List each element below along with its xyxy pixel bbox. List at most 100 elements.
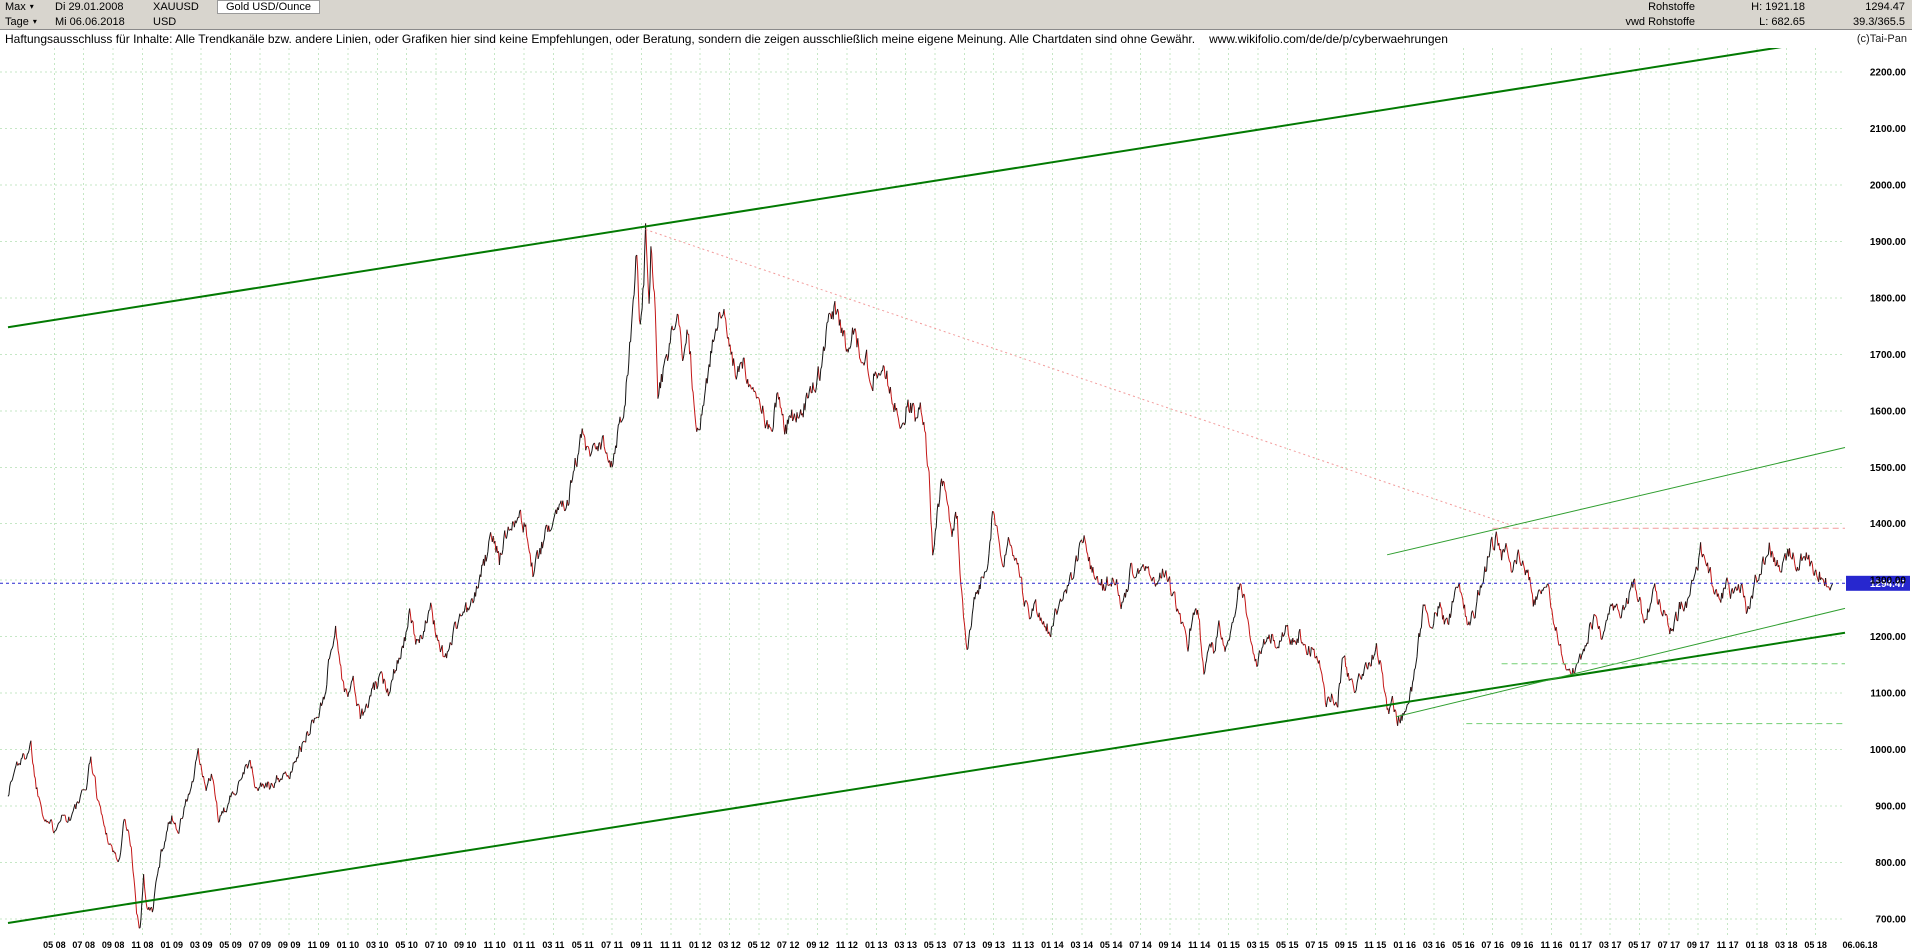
- x-tick-label: 07 10: [425, 940, 448, 950]
- x-tick-label: 11 08: [131, 940, 153, 950]
- period-dropdown[interactable]: Tage ▾: [5, 16, 45, 28]
- y-tick-label: 1700.00: [1870, 350, 1907, 361]
- y-tick-label: 1200.00: [1870, 632, 1907, 643]
- x-tick-label: 05 18: [1804, 940, 1827, 950]
- x-tick-label: 07 11: [601, 940, 623, 950]
- x-tick-label: 05 12: [748, 940, 771, 950]
- x-tick-label: 05 10: [395, 940, 418, 950]
- x-tick-label: 11 09: [308, 940, 330, 950]
- x-tick-label: 01 11: [513, 940, 535, 950]
- x-tick-label: 11 10: [484, 940, 506, 950]
- y-tick-label: 2200.00: [1870, 68, 1907, 79]
- x-tick-label: 03 13: [894, 940, 917, 950]
- channel-upper: [7, 36, 1846, 329]
- x-tick-label: 07 08: [72, 940, 95, 950]
- x-tick-label: 11 12: [836, 940, 858, 950]
- period-low-label: L: 682.65: [1759, 15, 1805, 28]
- x-tick-label: 05 14: [1100, 940, 1123, 950]
- x-tick-label: 01 17: [1570, 940, 1593, 950]
- x-tick-label: 11 16: [1540, 940, 1562, 950]
- y-tick-label: 800.00: [1875, 858, 1906, 869]
- x-tick-label: 11 13: [1012, 940, 1034, 950]
- x-tick-label: 03 18: [1775, 940, 1798, 950]
- wedge-lower: [1395, 607, 1846, 718]
- price-chart[interactable]: 1294.47 700.00 800.00 900.00 1000.00 1100.00…: [0, 36, 1912, 952]
- end-date-field[interactable]: Mi 06.06.2018: [55, 15, 125, 28]
- toolbar-row-top: Max ▾ Di 29.01.2008 XAUUSD Gold USD/Ounc…: [0, 0, 325, 15]
- category-label: Rohstoffe: [1648, 1, 1695, 14]
- x-tick-label: 09 15: [1335, 940, 1358, 950]
- channel-lower: [7, 631, 1846, 924]
- x-tick-label: 05 09: [219, 940, 242, 950]
- x-tick-label: 05 13: [924, 940, 947, 950]
- x-tick-label: 01 12: [689, 940, 712, 950]
- period-dropdown-label: Tage: [5, 15, 29, 28]
- price-series-up: [7, 223, 1834, 929]
- y-tick-label: 900.00: [1875, 802, 1906, 813]
- x-tick-label: 09 10: [454, 940, 477, 950]
- x-tick-label: 03 09: [190, 940, 213, 950]
- start-date-field[interactable]: Di 29.01.2008: [55, 1, 124, 14]
- x-tick-label: 09 11: [630, 940, 652, 950]
- last-price-label: 1294.47: [1865, 1, 1905, 14]
- x-tick-label: 01 16: [1393, 940, 1416, 950]
- x-tick-label: 01 14: [1041, 940, 1064, 950]
- toolbar: Max ▾ Di 29.01.2008 XAUUSD Gold USD/Ounc…: [0, 0, 1912, 30]
- x-tick-label: 03 16: [1423, 940, 1446, 950]
- x-tick-label: 11 15: [1364, 940, 1386, 950]
- trend-lines: [7, 36, 1846, 924]
- price-series: [7, 223, 1834, 929]
- quote-row-bottom: vwd Rohstoffe L: 682.65 39.3/365.5: [1570, 15, 1912, 30]
- x-tick-label: 09 17: [1687, 940, 1710, 950]
- toolbar-right: Rohstoffe H: 1921.18 1294.47 vwd Rohstof…: [1570, 0, 1912, 29]
- x-tick-label: 01 18: [1746, 940, 1769, 950]
- y-axis-labels: 700.00 800.00 900.00 1000.00 1100.00 1200.00 1…: [1870, 68, 1907, 926]
- y-tick-label: 1300.00: [1870, 576, 1907, 587]
- x-tick-label: 07 09: [249, 940, 272, 950]
- x-tick-label: 05 17: [1628, 940, 1651, 950]
- x-tick-label: 06.06.18: [1842, 940, 1877, 950]
- x-tick-label: 01 13: [865, 940, 888, 950]
- x-tick-label: 01 10: [337, 940, 360, 950]
- x-tick-label: 05 15: [1276, 940, 1299, 950]
- y-tick-label: 1600.00: [1870, 406, 1907, 417]
- y-tick-label: 1000.00: [1870, 745, 1907, 756]
- data-source-label: vwd Rohstoffe: [1625, 15, 1695, 28]
- x-tick-label: 01 15: [1217, 940, 1240, 950]
- chart-area[interactable]: 1294.47 700.00 800.00 900.00 1000.00 1100.00…: [0, 36, 1912, 952]
- disclaimer-text: Haftungsausschluss für Inhalte: Alle Tre…: [5, 32, 1196, 46]
- y-tick-label: 2000.00: [1870, 180, 1907, 191]
- y-tick-label: 700.00: [1875, 915, 1906, 926]
- stat-label: 39.3/365.5: [1853, 15, 1905, 28]
- downtrend-dotted: [645, 229, 1511, 526]
- x-tick-label: 09 08: [102, 940, 125, 950]
- x-tick-label: 03 15: [1247, 940, 1270, 950]
- x-tick-label: 05 11: [572, 940, 594, 950]
- x-axis-labels: 05 08 07 08 09 08 11 08 01 09 03 09 05 09 07 09…: [43, 940, 1877, 950]
- y-tick-label: 1800.00: [1870, 293, 1907, 304]
- x-tick-label: 07 17: [1658, 940, 1681, 950]
- x-tick-label: 07 13: [953, 940, 976, 950]
- y-tick-label: 1500.00: [1870, 463, 1907, 474]
- x-tick-label: 03 12: [718, 940, 741, 950]
- disclaimer-bar: Haftungsausschluss für Inhalte: Alle Tre…: [0, 30, 1912, 48]
- x-tick-label: 07 14: [1129, 940, 1152, 950]
- y-tick-label: 1100.00: [1870, 689, 1906, 700]
- current-price-tag-label: 1294.47: [1870, 579, 1907, 590]
- current-price-tag: [1846, 575, 1910, 591]
- x-tick-label: 09 12: [806, 940, 829, 950]
- period-high-label: H: 1921.18: [1751, 1, 1805, 14]
- range-dropdown[interactable]: Max ▾: [5, 1, 45, 13]
- x-tick-label: 09 14: [1159, 940, 1182, 950]
- chevron-down-icon: ▾: [32, 16, 37, 26]
- y-tick-label: 1400.00: [1870, 519, 1907, 530]
- x-tick-label: 05 16: [1452, 940, 1475, 950]
- x-tick-label: 03 11: [542, 940, 564, 950]
- y-tick-label: 1900.00: [1870, 237, 1907, 248]
- currency-label: USD: [153, 15, 177, 28]
- x-tick-label: 03 14: [1071, 940, 1094, 950]
- toolbar-left: Max ▾ Di 29.01.2008 XAUUSD Gold USD/Ounc…: [0, 0, 325, 29]
- wedge-upper: [1386, 447, 1846, 556]
- x-tick-label: 09 09: [278, 940, 301, 950]
- wikifolio-url: www.wikifolio.com/de/de/p/cyberwaehrunge…: [1209, 32, 1448, 46]
